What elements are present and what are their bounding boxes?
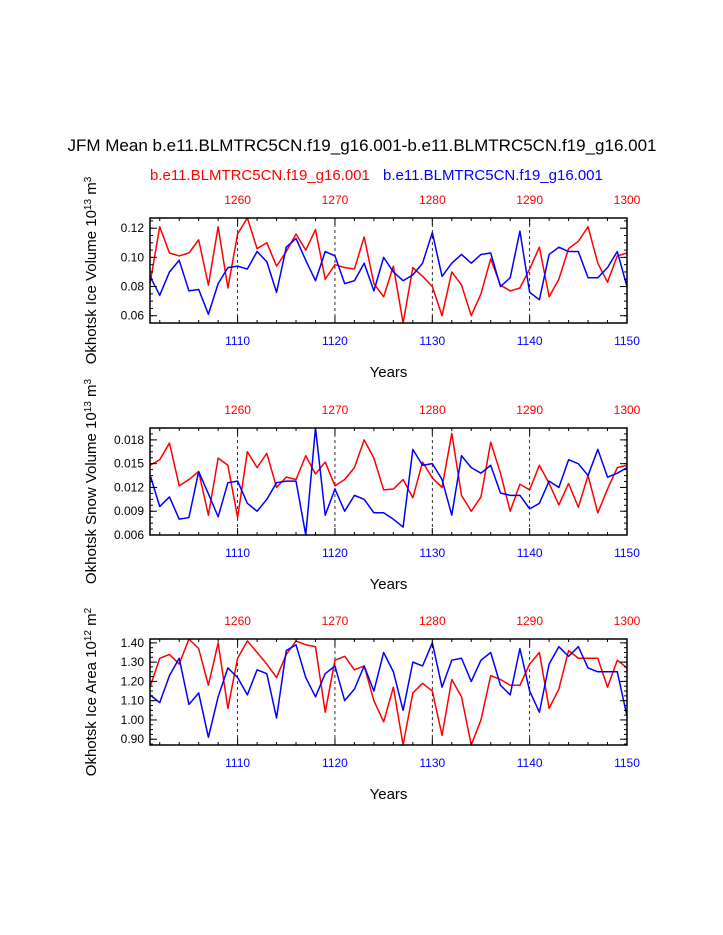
chart-title: JFM Mean b.e11.BLMTRC5CN.f19_g16.001-b.e… [67,136,656,155]
x-bottom-tick-label: 1150 [614,546,640,560]
y-tick-label: 0.12 [121,221,145,235]
x-bottom-tick-label: 1140 [517,756,543,770]
panels-group: 0.06 0.08 0.10 0.12 1110 1120 1130 1140 1150 1260… [83,176,641,803]
y-tick-label: 0.90 [121,732,145,746]
x-bottom-tick-label: 1120 [322,756,348,770]
series-line-red [149,432,628,519]
series-line-red [149,217,628,324]
x-bottom-tick-label: 1110 [225,546,250,560]
x-top-tick-label: 1270 [322,614,349,628]
y-tick-label: 0.012 [114,480,144,494]
plot-frame [149,217,628,324]
x-bottom-tick-label: 1140 [517,546,543,560]
y-axis-label: Okhotsk Snow Volume 1013 m3 [83,379,101,585]
y-tick-label: 0.009 [114,504,144,518]
x-bottom-tick-label: 1130 [419,546,445,560]
legend-red-label: b.e11.BLMTRC5CN.f19_g16.001 [150,167,370,184]
x-top-tick-label: 1300 [614,193,641,207]
x-bottom-tick-label: 1150 [614,756,640,770]
plot-frame [149,638,628,746]
series-line-blue [149,230,628,315]
y-tick-label: 0.018 [114,433,144,447]
x-top-tick-label: 1260 [224,614,251,628]
plot-frame [149,427,628,536]
x-top-tick-label: 1270 [322,193,349,207]
series-line-blue [149,427,628,536]
x-top-tick-label: 1280 [419,193,446,207]
panel-1: 0.06 0.08 0.10 0.12 1110 1120 1130 1140 1150 1260… [83,176,641,381]
x-bottom-tick-label: 1120 [322,334,348,348]
x-bottom-tick-label: 1140 [517,334,543,348]
y-axis-label: Okhotsk Ice Volume 1013 m3 [83,176,101,364]
x-top-tick-label: 1290 [516,403,543,417]
y-tick-label: 0.015 [114,457,144,471]
x-bottom-tick-label: 1150 [614,334,640,348]
x-bottom-tick-label: 1130 [419,334,445,348]
x-axis-label: Years [370,364,408,381]
series-line-red [149,638,628,746]
x-top-tick-label: 1300 [614,614,641,628]
x-bottom-tick-label: 1120 [322,546,348,560]
x-bottom-tick-label: 1110 [225,334,250,348]
x-top-tick-label: 1260 [224,403,251,417]
y-tick-label: 0.06 [121,309,145,323]
panel-3: 0.90 1.00 1.10 1.20 1.30 1.40 1110 1120 1130 1140… [83,607,641,803]
y-tick-label: 0.08 [121,280,145,294]
y-tick-label: 1.20 [121,674,145,688]
x-top-tick-label: 1290 [516,193,543,207]
series-line-blue [149,642,628,739]
x-bottom-tick-label: 1130 [419,756,445,770]
x-top-tick-label: 1280 [419,614,446,628]
y-tick-label: 1.00 [121,713,145,727]
y-tick-label: 1.10 [121,694,145,708]
x-top-tick-label: 1280 [419,403,446,417]
y-tick-label: 0.006 [114,528,144,542]
x-top-tick-label: 1260 [224,193,251,207]
y-tick-label: 1.40 [121,636,145,650]
y-axis-label: Okhotsk Ice Area 1012 m2 [83,607,101,776]
x-axis-label: Years [370,786,408,803]
x-top-tick-label: 1290 [516,614,543,628]
y-tick-label: 0.10 [121,250,145,264]
x-top-tick-label: 1300 [614,403,641,417]
legend-blue-label: b.e11.BLMTRC5CN.f19_g16.001 [383,167,603,184]
y-tick-label: 1.30 [121,655,145,669]
panel-2: 0.006 0.009 0.012 0.015 0.018 1110 1120 1130 114… [83,379,641,594]
x-bottom-tick-label: 1110 [225,756,250,770]
x-top-tick-label: 1270 [322,403,349,417]
x-axis-label: Years [370,576,408,593]
